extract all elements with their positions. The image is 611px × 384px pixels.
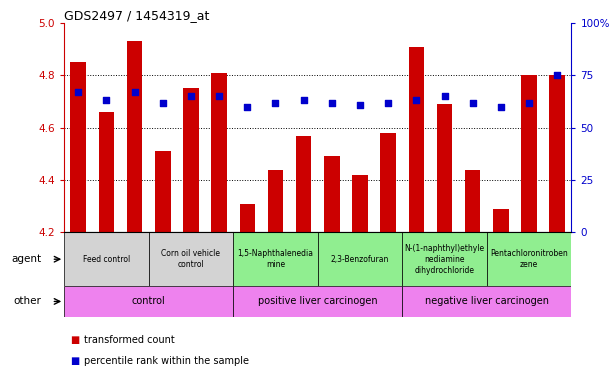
Bar <box>465 169 480 232</box>
Text: Feed control: Feed control <box>83 255 130 264</box>
Point <box>440 93 450 99</box>
Bar <box>381 133 396 232</box>
Point <box>186 93 196 99</box>
Point <box>214 93 224 99</box>
Text: negative liver carcinogen: negative liver carcinogen <box>425 296 549 306</box>
Bar <box>211 73 227 232</box>
Text: N-(1-naphthyl)ethyle
nediamine
dihydrochloride: N-(1-naphthyl)ethyle nediamine dihydroch… <box>404 243 485 275</box>
Bar <box>70 62 86 232</box>
Point <box>383 99 393 106</box>
Bar <box>324 156 340 232</box>
Bar <box>240 204 255 232</box>
Point <box>496 104 506 110</box>
Point <box>524 99 534 106</box>
Point <box>130 89 139 95</box>
Text: 2,3-Benzofuran: 2,3-Benzofuran <box>331 255 389 264</box>
Text: 1,5-Naphthalenedia
mine: 1,5-Naphthalenedia mine <box>238 249 313 269</box>
Text: percentile rank within the sample: percentile rank within the sample <box>84 356 249 366</box>
Bar <box>233 232 318 286</box>
Text: positive liver carcinogen: positive liver carcinogen <box>258 296 378 306</box>
Text: ■: ■ <box>70 335 79 345</box>
Bar <box>64 286 233 317</box>
Point <box>468 99 478 106</box>
Bar <box>155 151 170 232</box>
Bar <box>402 286 571 317</box>
Bar <box>521 75 537 232</box>
Text: agent: agent <box>11 254 42 264</box>
Point <box>73 89 83 95</box>
Bar <box>493 209 508 232</box>
Bar <box>549 75 565 232</box>
Text: control: control <box>132 296 166 306</box>
Point <box>271 99 280 106</box>
Text: GDS2497 / 1454319_at: GDS2497 / 1454319_at <box>64 9 210 22</box>
Text: other: other <box>13 296 42 306</box>
Text: ■: ■ <box>70 356 79 366</box>
Bar <box>352 175 368 232</box>
Point <box>355 102 365 108</box>
Point <box>299 98 309 104</box>
Bar <box>402 232 487 286</box>
Point <box>158 99 167 106</box>
Bar <box>148 232 233 286</box>
Bar <box>487 232 571 286</box>
Bar <box>183 88 199 232</box>
Point <box>552 72 562 78</box>
Text: transformed count: transformed count <box>84 335 175 345</box>
Point <box>243 104 252 110</box>
Point <box>327 99 337 106</box>
Bar <box>296 136 312 232</box>
Text: Pentachloronitroben
zene: Pentachloronitroben zene <box>490 249 568 269</box>
Bar <box>127 41 142 232</box>
Bar <box>318 232 402 286</box>
Bar <box>268 169 284 232</box>
Bar <box>409 46 424 232</box>
Bar <box>98 112 114 232</box>
Point <box>411 98 421 104</box>
Bar <box>437 104 452 232</box>
Bar <box>64 232 148 286</box>
Point <box>101 98 111 104</box>
Bar <box>233 286 402 317</box>
Text: Corn oil vehicle
control: Corn oil vehicle control <box>161 249 221 269</box>
